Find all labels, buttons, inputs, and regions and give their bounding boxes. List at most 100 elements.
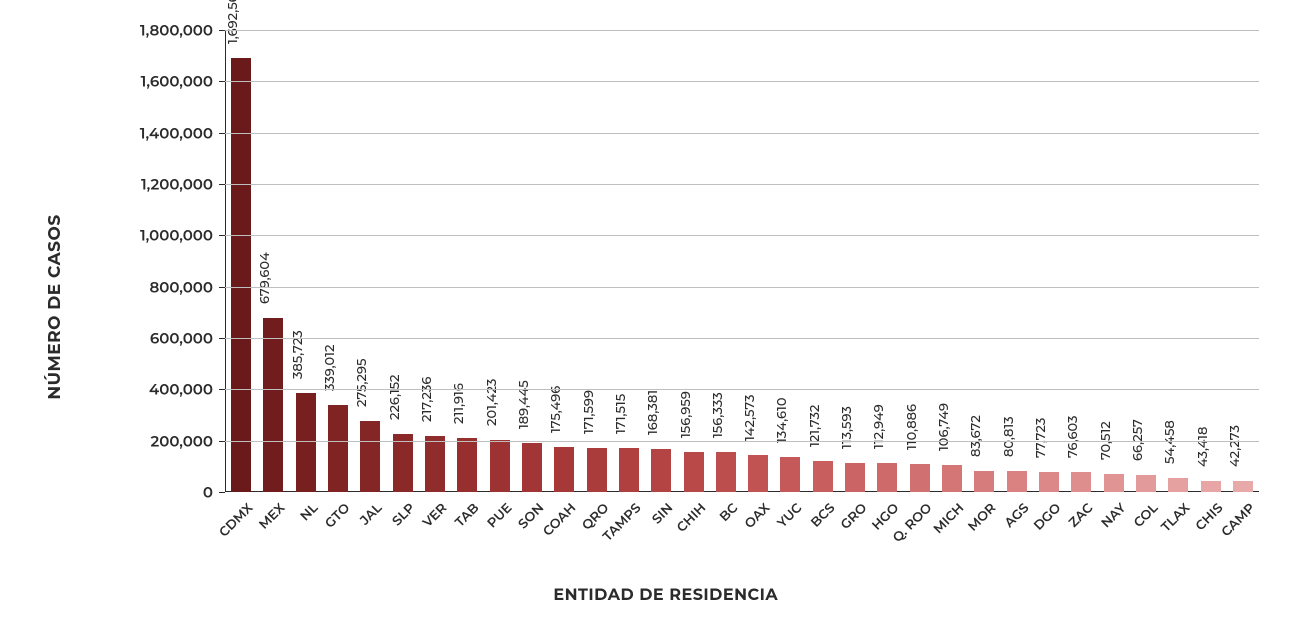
bar-value-label: 175,496 bbox=[548, 386, 564, 433]
x-tick-label: BC bbox=[716, 500, 741, 525]
y-tick-mark bbox=[219, 287, 225, 288]
y-axis-title: NÚMERO DE CASOS bbox=[45, 214, 65, 399]
bar bbox=[813, 461, 833, 492]
bar bbox=[263, 318, 283, 492]
bars-container: 1,692,560679,604385,723339,012275,295226… bbox=[225, 30, 1259, 492]
x-tick-label: CAMP bbox=[1218, 500, 1258, 540]
bar bbox=[328, 405, 348, 492]
x-tick-label: GRO bbox=[838, 500, 871, 533]
bar-value-label: 54,458 bbox=[1162, 420, 1178, 464]
x-tick-label: COL bbox=[1130, 500, 1161, 531]
x-tick-label: AGS bbox=[1001, 500, 1032, 531]
bar-value-label: 142,573 bbox=[742, 395, 758, 441]
y-tick-label: 1,200,000 bbox=[123, 175, 213, 194]
x-tick-label: MOR bbox=[965, 500, 1000, 535]
bar bbox=[780, 457, 800, 492]
bar bbox=[1007, 471, 1027, 492]
bar-value-label: 226,152 bbox=[387, 374, 403, 420]
bar bbox=[877, 463, 897, 492]
bar bbox=[393, 434, 413, 492]
gridline bbox=[225, 441, 1259, 442]
x-tick-label: TAB bbox=[452, 500, 482, 530]
x-axis-title: ENTIDAD DE RESIDENCIA bbox=[553, 586, 778, 605]
bar bbox=[554, 447, 574, 492]
bar-value-label: 217,236 bbox=[419, 377, 435, 422]
bar-value-label: 1,692,560 bbox=[225, 0, 241, 44]
y-tick-mark bbox=[219, 389, 225, 390]
bar-value-label: 275,295 bbox=[354, 359, 370, 407]
x-tick-label: BCS bbox=[807, 500, 838, 531]
bar bbox=[1168, 478, 1188, 492]
y-tick-mark bbox=[219, 492, 225, 493]
x-tick-label: MEX bbox=[256, 500, 289, 533]
bar-value-label: 156,959 bbox=[678, 391, 694, 438]
gridline bbox=[225, 287, 1259, 288]
bar-value-label: 106,749 bbox=[936, 403, 952, 451]
bar bbox=[425, 436, 445, 492]
bar-value-label: 168,381 bbox=[645, 390, 661, 435]
bar bbox=[1104, 474, 1124, 492]
y-tick-label: 600,000 bbox=[123, 329, 213, 348]
y-tick-label: 1,000,000 bbox=[123, 226, 213, 245]
bar bbox=[684, 452, 704, 492]
x-tick-label: SLP bbox=[389, 500, 418, 529]
gridline bbox=[225, 235, 1259, 236]
bar-value-label: 42,273 bbox=[1227, 425, 1243, 467]
bar bbox=[942, 465, 962, 492]
bar bbox=[974, 471, 994, 492]
y-tick-mark bbox=[219, 441, 225, 442]
x-tick-label: PUE bbox=[484, 500, 515, 531]
gridline bbox=[225, 184, 1259, 185]
bar-value-label: 43,418 bbox=[1195, 426, 1211, 466]
x-tick-label: YUC bbox=[775, 500, 806, 531]
bar-value-label: 112,949 bbox=[871, 404, 887, 449]
bar-value-label: 83,672 bbox=[968, 415, 984, 457]
x-tick-label: SIN bbox=[649, 500, 676, 527]
x-tick-label: GTO bbox=[322, 500, 354, 532]
bar bbox=[296, 393, 316, 492]
y-tick-mark bbox=[219, 235, 225, 236]
y-tick-label: 1,600,000 bbox=[123, 72, 213, 91]
gridline bbox=[225, 338, 1259, 339]
bar bbox=[910, 464, 930, 492]
bar-value-label: 171,515 bbox=[613, 394, 629, 434]
bar-value-label: 201,423 bbox=[484, 379, 500, 426]
y-tick-label: 400,000 bbox=[123, 380, 213, 399]
bar bbox=[457, 438, 477, 492]
bar-value-label: 156,333 bbox=[710, 392, 726, 438]
bar-value-label: 110,886 bbox=[904, 404, 920, 450]
gridline bbox=[225, 389, 1259, 390]
bar bbox=[490, 440, 510, 492]
x-tick-label: TLAX bbox=[1158, 500, 1193, 535]
y-tick-mark bbox=[219, 338, 225, 339]
x-tick-label: CHIH bbox=[673, 500, 709, 536]
bar bbox=[587, 448, 607, 492]
x-tick-label: COAH bbox=[540, 500, 580, 540]
x-tick-label: JAL bbox=[357, 500, 385, 528]
y-tick-label: 200,000 bbox=[123, 431, 213, 450]
bar bbox=[360, 421, 380, 492]
bar-value-label: 76,603 bbox=[1065, 416, 1081, 458]
x-tick-label: NL bbox=[297, 500, 321, 524]
x-tick-label: NAY bbox=[1098, 500, 1129, 531]
x-tick-label: CDMX bbox=[216, 500, 256, 540]
bar bbox=[231, 58, 251, 492]
bar bbox=[1039, 472, 1059, 492]
x-tick-label: ZAC bbox=[1066, 500, 1097, 531]
y-tick-mark bbox=[219, 184, 225, 185]
gridline bbox=[225, 30, 1259, 31]
y-tick-mark bbox=[219, 133, 225, 134]
bar bbox=[1233, 481, 1253, 492]
gridline bbox=[225, 81, 1259, 82]
bar bbox=[748, 455, 768, 492]
y-tick-mark bbox=[219, 81, 225, 82]
plot-area: 1,692,560679,604385,723339,012275,295226… bbox=[225, 30, 1259, 492]
bar bbox=[619, 448, 639, 492]
y-tick-label: 800,000 bbox=[123, 277, 213, 296]
cases-by-state-bar-chart: NÚMERO DE CASOS 1,692,560679,604385,7233… bbox=[0, 0, 1309, 617]
bar-value-label: 77,723 bbox=[1033, 418, 1049, 458]
x-tick-label: DGO bbox=[1031, 500, 1065, 534]
y-tick-label: 1,400,000 bbox=[123, 123, 213, 142]
bar-value-label: 134,610 bbox=[774, 398, 790, 444]
bar bbox=[651, 449, 671, 492]
